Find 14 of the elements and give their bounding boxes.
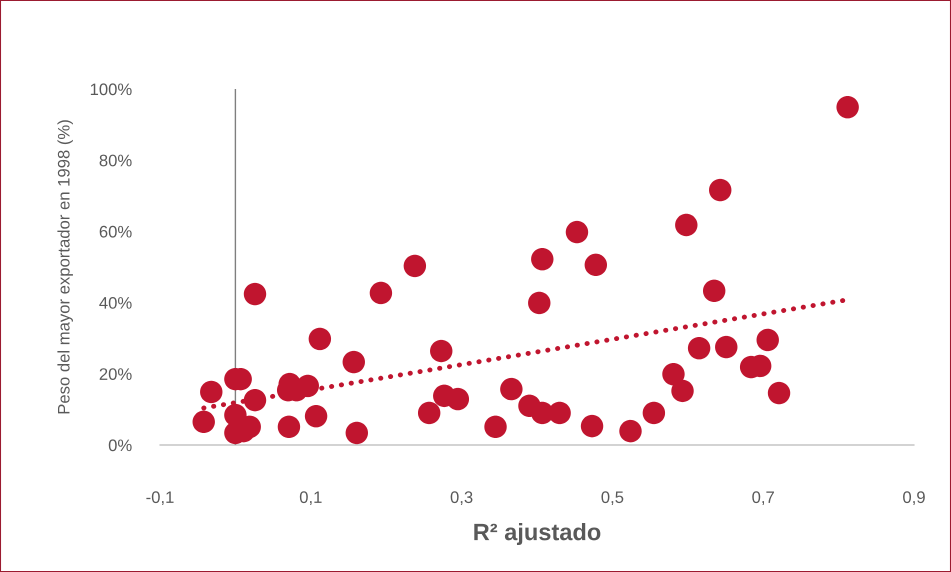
y-tick-label: 0% — [108, 439, 132, 452]
x-tick-label: 0,1 — [300, 491, 322, 506]
x-tick-label: 0,3 — [450, 491, 472, 506]
x-tick-label: 0,5 — [601, 491, 624, 506]
y-axis-title: Peso del mayor exportador en 1998 (%) — [57, 120, 73, 414]
y-tick-label: 80% — [100, 154, 132, 166]
x-axis-title: R² ajustado — [474, 523, 600, 546]
y-tick-label: 40% — [99, 297, 132, 309]
x-tick-label: -0,1 — [146, 491, 174, 506]
x-tick-label: 0,7 — [752, 491, 774, 506]
y-tick-label: 20% — [100, 368, 132, 380]
y-tick-label: 100% — [90, 83, 132, 96]
x-tick-label: 0,9 — [903, 491, 925, 506]
y-tick-label: 60% — [100, 226, 132, 238]
